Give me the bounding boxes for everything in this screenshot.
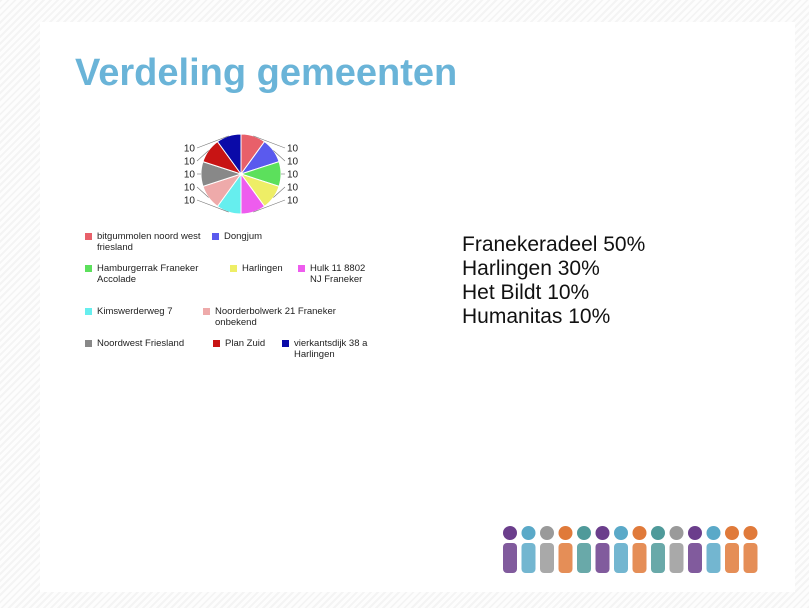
data-label: 10 xyxy=(287,196,299,207)
legend-label: Kimswerderweg 7 xyxy=(97,306,173,317)
logo-head xyxy=(744,526,758,540)
legend-label: Dongjum xyxy=(224,231,262,242)
logo-body xyxy=(651,543,665,573)
logo-head xyxy=(559,526,573,540)
legend-entry: Dongjum xyxy=(212,231,284,242)
logo-head xyxy=(540,526,554,540)
legend-entry: Hamburgerrak Franeker Accolade xyxy=(85,263,232,285)
logo-head xyxy=(614,526,628,540)
logo-body xyxy=(707,543,721,573)
legend-swatch xyxy=(85,340,92,347)
legend-swatch xyxy=(212,233,219,240)
legend-label: vierkantsdijk 38 a Harlingen xyxy=(294,338,367,360)
logo-head xyxy=(596,526,610,540)
data-label: 10 xyxy=(287,170,299,181)
logo-body xyxy=(577,543,591,573)
note-line: Franekeradeel 50% xyxy=(462,233,645,257)
data-label: 10 xyxy=(184,170,196,181)
legend-swatch xyxy=(203,308,210,315)
legend-entry: Hulk 11 8802 NJ Franeker xyxy=(298,263,370,285)
logo-body xyxy=(614,543,628,573)
logo-body xyxy=(670,543,684,573)
data-label: 10 xyxy=(287,157,299,168)
logo-body xyxy=(725,543,739,573)
data-label: 10 xyxy=(184,157,196,168)
legend-label: Hamburgerrak Franeker Accolade xyxy=(97,263,198,285)
legend-entry: Harlingen xyxy=(230,263,302,274)
legend-swatch xyxy=(85,265,92,272)
logo-body xyxy=(688,543,702,573)
legend-label: Noordwest Friesland xyxy=(97,338,184,349)
note-line: Het Bildt 10% xyxy=(462,281,645,305)
logo-head xyxy=(522,526,536,540)
logo-head xyxy=(688,526,702,540)
legend-swatch xyxy=(230,265,237,272)
note-line: Humanitas 10% xyxy=(462,305,645,329)
logo-body xyxy=(503,543,517,573)
legend-entry: Noorderbolwerk 21 Franeker onbekend xyxy=(203,306,365,328)
legend-label: Hulk 11 8802 NJ Franeker xyxy=(310,263,365,285)
logo-head xyxy=(633,526,647,540)
logo-body xyxy=(559,543,573,573)
logo-head xyxy=(725,526,739,540)
logo-head xyxy=(503,526,517,540)
logo-head xyxy=(670,526,684,540)
legend-label: bitgummolen noord west friesland xyxy=(97,231,201,253)
data-label: 10 xyxy=(287,183,299,194)
note-line: Harlingen 30% xyxy=(462,257,645,281)
legend-label: Harlingen xyxy=(242,263,283,274)
legend-swatch xyxy=(213,340,220,347)
data-label: 10 xyxy=(184,144,196,155)
legend-entry: vierkantsdijk 38 a Harlingen xyxy=(282,338,374,360)
legend-swatch xyxy=(298,265,305,272)
logo-head xyxy=(707,526,721,540)
logo-body xyxy=(596,543,610,573)
slide: Verdeling gemeenten 10101010101010101010… xyxy=(0,0,809,608)
logo-body xyxy=(633,543,647,573)
legend-swatch xyxy=(85,233,92,240)
legend-entry: bitgummolen noord west friesland xyxy=(85,231,212,253)
data-label: 10 xyxy=(184,183,196,194)
legend-label: Plan Zuid xyxy=(225,338,265,349)
legend-entry: Noordwest Friesland xyxy=(85,338,217,349)
logo-body xyxy=(540,543,554,573)
pie-chart: 10 10 10 10 10 10 10 10 10 10 xyxy=(0,0,809,608)
legend-swatch xyxy=(85,308,92,315)
legend-entry: Plan Zuid xyxy=(213,338,285,349)
notes: Franekeradeel 50%Harlingen 30%Het Bildt … xyxy=(462,233,645,329)
logo-head xyxy=(651,526,665,540)
data-label: 10 xyxy=(184,196,196,207)
logo-body xyxy=(522,543,536,573)
data-label: 10 xyxy=(287,144,299,155)
logo-head xyxy=(577,526,591,540)
logo-body xyxy=(744,543,758,573)
legend-swatch xyxy=(282,340,289,347)
legend-label: Noorderbolwerk 21 Franeker onbekend xyxy=(215,306,336,328)
legend-entry: Kimswerderweg 7 xyxy=(85,306,207,317)
